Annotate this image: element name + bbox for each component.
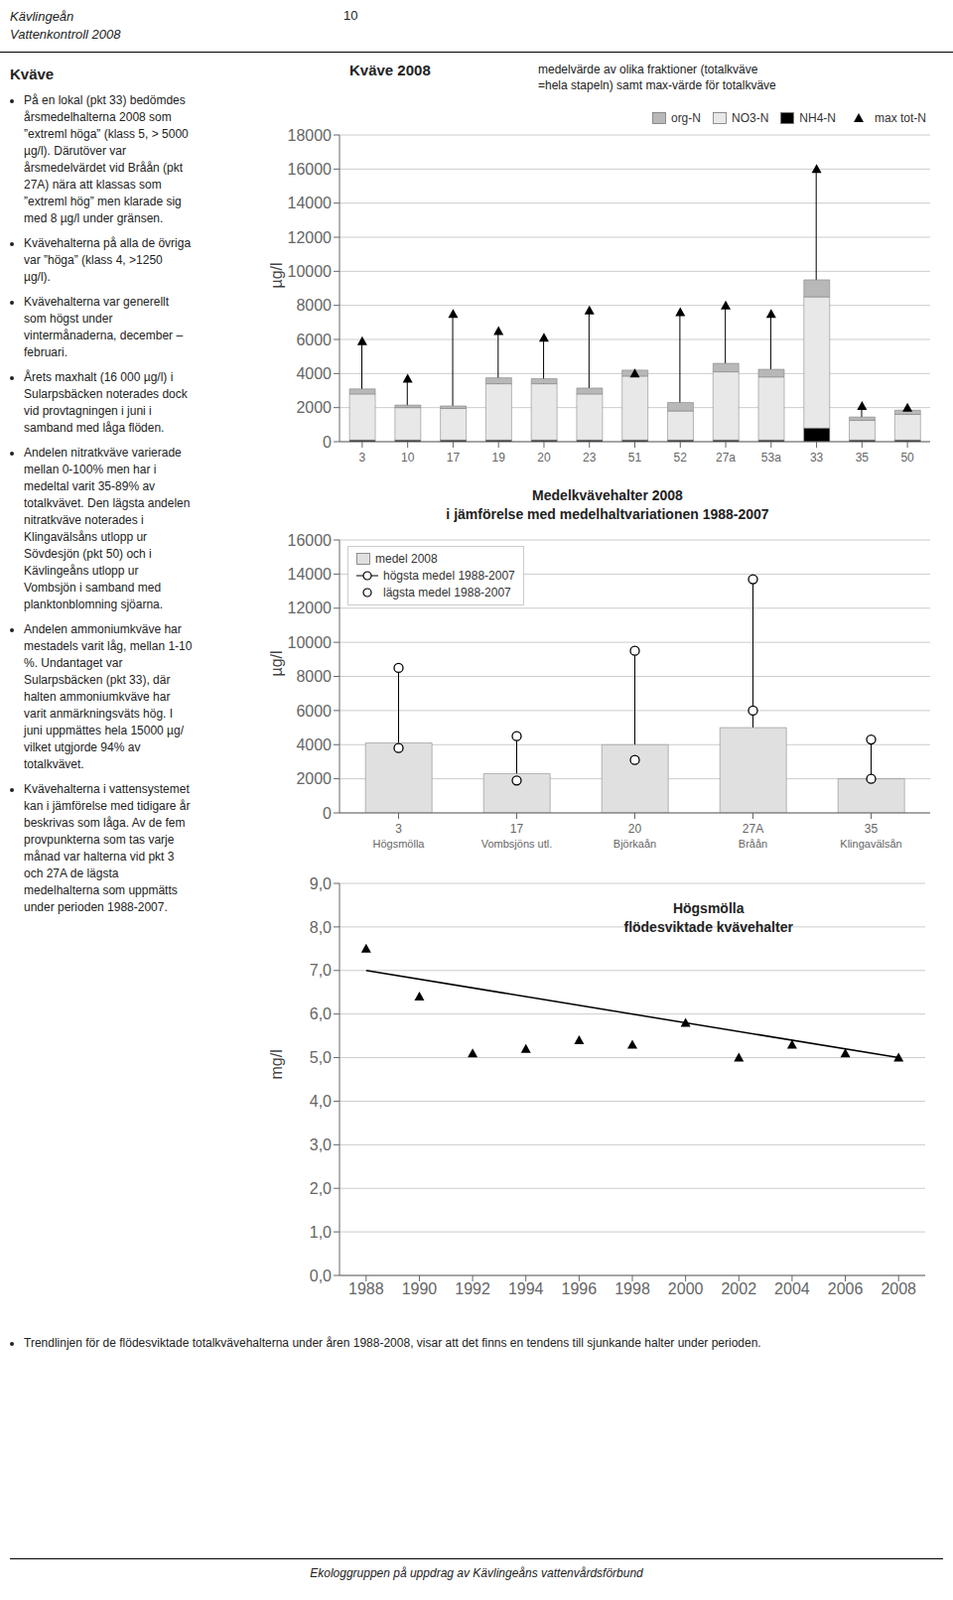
html-text:Kvävehalterna var generellt so: Kvävehalterna var generellt som högst un… — [23, 294, 183, 360]
svg-text:1988: 1988 — [348, 1280, 385, 1298]
svg-text:4,0: 4,0 — [309, 1092, 332, 1110]
svg-text:1,0: 1,0 — [309, 1224, 332, 1241]
svg-text:0: 0 — [322, 433, 332, 451]
svg-text:6000: 6000 — [295, 702, 332, 720]
svg-text:52: 52 — [674, 450, 688, 465]
svg-text:27a: 27a — [715, 450, 736, 465]
html-text:=hela stapeln) samt max-värde: =hela stapeln) samt max-värde för totalk… — [538, 78, 777, 93]
svg-text:33: 33 — [810, 450, 824, 465]
svg-text:Högsmölla: Högsmölla — [373, 837, 426, 850]
svg-text:23: 23 — [582, 450, 597, 465]
html-text:På en lokal (pkt 33) bedömdes: På en lokal (pkt 33) bedömdes årsmedel­h… — [23, 93, 189, 226]
svg-text:10: 10 — [401, 450, 415, 465]
svg-text:3: 3 — [395, 821, 403, 836]
svg-text:1990: 1990 — [402, 1280, 438, 1298]
svg-text:10000: 10000 — [287, 263, 333, 280]
html-text:max tot-N: max tot-N — [874, 111, 927, 126]
svg-text:20: 20 — [628, 821, 643, 836]
svg-text:17: 17 — [446, 450, 461, 465]
svg-text:1998: 1998 — [614, 1280, 651, 1298]
html-text:flödesviktade kvävehalter: flödesviktade kvävehalter — [623, 919, 794, 935]
svg-text:1992: 1992 — [454, 1280, 491, 1298]
svg-text:Björkaån: Björkaån — [613, 837, 657, 850]
html-text:10: 10 — [343, 7, 358, 23]
svg-text:Vombsjöns utl.: Vombsjöns utl. — [481, 837, 553, 850]
svg-text:2006: 2006 — [827, 1280, 864, 1298]
svg-text:2000: 2000 — [668, 1280, 704, 1298]
html-text:lägsta medel 1988-2007: lägsta medel 1988-2007 — [383, 585, 512, 600]
svg-text:17: 17 — [510, 821, 525, 836]
svg-text:3: 3 — [359, 450, 367, 465]
svg-text:20: 20 — [537, 450, 551, 465]
svg-text:8000: 8000 — [295, 296, 332, 314]
html-text:Ekologgruppen på uppdrag av Kä: Ekologgruppen på uppdrag av Kävlingeåns … — [309, 1566, 644, 1581]
svg-text:27A: 27A — [742, 821, 764, 836]
svg-text:6,0: 6,0 — [309, 1005, 332, 1023]
svg-text:2000: 2000 — [295, 770, 332, 788]
html-text:medelvärde av olika fraktioner: medelvärde av olika fraktioner (totalkvä… — [538, 62, 758, 77]
svg-text:12000: 12000 — [287, 599, 333, 617]
svg-text:10000: 10000 — [287, 634, 333, 652]
svg-text:2000: 2000 — [295, 399, 332, 416]
html-text:org-N: org-N — [671, 111, 701, 126]
svg-text:µg/l: µg/l — [270, 650, 285, 677]
svg-text:2,0: 2,0 — [309, 1180, 332, 1198]
svg-text:16000: 16000 — [287, 160, 333, 178]
svg-text:1994: 1994 — [508, 1280, 545, 1298]
html-text:medel 2008: medel 2008 — [375, 551, 438, 566]
svg-text:mg/l: mg/l — [270, 1049, 285, 1080]
html-text:Kväve 2008: Kväve 2008 — [349, 61, 431, 79]
svg-text:53a: 53a — [761, 450, 782, 465]
svg-text:4000: 4000 — [295, 365, 332, 383]
html-text:NH4-N: NH4-N — [799, 111, 836, 126]
svg-text:8,0: 8,0 — [309, 919, 332, 937]
svg-text:Bråån: Bråån — [738, 837, 768, 850]
svg-text:8000: 8000 — [295, 668, 332, 685]
svg-text:5,0: 5,0 — [309, 1049, 332, 1067]
svg-text:µg/l: µg/l — [270, 262, 285, 288]
svg-text:4000: 4000 — [295, 736, 332, 754]
svg-text:51: 51 — [628, 450, 643, 465]
svg-text:1996: 1996 — [561, 1280, 598, 1298]
html-text:Medelkvävehalter 2008: Medelkvävehalter 2008 — [532, 487, 683, 504]
svg-text:19: 19 — [492, 450, 507, 465]
html-text:NO3-N: NO3-N — [731, 111, 769, 126]
svg-text:12000: 12000 — [287, 229, 333, 247]
svg-text:50: 50 — [900, 450, 915, 465]
svg-text:35: 35 — [855, 450, 870, 465]
html-text:Vattenkontroll 2008: Vattenkontroll 2008 — [9, 26, 121, 42]
svg-text:16000: 16000 — [287, 532, 333, 549]
svg-text:7,0: 7,0 — [309, 961, 332, 979]
html-text:högsta medel 1988-2007: högsta medel 1988-2007 — [383, 568, 516, 583]
html-text:Kväve: Kväve — [9, 65, 54, 83]
html-text:Kvävehalterna i vattensystemet: Kvävehalterna i vattensystemet kan i jäm… — [23, 782, 191, 915]
svg-text:35: 35 — [864, 821, 879, 836]
svg-text:6000: 6000 — [295, 331, 332, 349]
html-text:i jämförelse med medelhaltvari: i jämförelse med medelhaltvariationen 19… — [446, 506, 769, 523]
html-text:Kvävehalterna på alla de övrig: Kvävehalterna på alla de övriga var ”hög… — [23, 236, 191, 284]
html-text:Kävlingeån: Kävlingeån — [9, 8, 74, 24]
svg-text:18000: 18000 — [287, 127, 333, 144]
svg-text:0,0: 0,0 — [309, 1267, 332, 1285]
svg-text:3,0: 3,0 — [309, 1136, 332, 1154]
svg-text:9,0: 9,0 — [309, 875, 332, 893]
html-text:Trendlinjen för de flödesvikta: Trendlinjen för de flödesviktade totalkv… — [23, 1336, 762, 1351]
html-text:Högsmölla: Högsmölla — [672, 900, 745, 917]
svg-text:14000: 14000 — [287, 194, 333, 212]
svg-text:2008: 2008 — [880, 1280, 917, 1298]
html-text:Årets maxhalt (16 000 µg/l) i: Årets maxhalt (16 000 µg/l) i Sularpsbäc… — [23, 370, 188, 435]
svg-text:14000: 14000 — [287, 565, 333, 583]
svg-text:Klingavälsån: Klingavälsån — [839, 837, 902, 850]
html-text:Andelen nitratkväve varierade: Andelen nitratkväve varierade mellan 0-1… — [23, 445, 191, 612]
svg-text:2002: 2002 — [720, 1280, 757, 1298]
svg-text:2004: 2004 — [774, 1280, 811, 1298]
html-text:Andelen ammoniumkväve har mest: Andelen ammoniumkväve har mestadels vari… — [23, 622, 192, 772]
svg-text:0: 0 — [322, 805, 332, 822]
